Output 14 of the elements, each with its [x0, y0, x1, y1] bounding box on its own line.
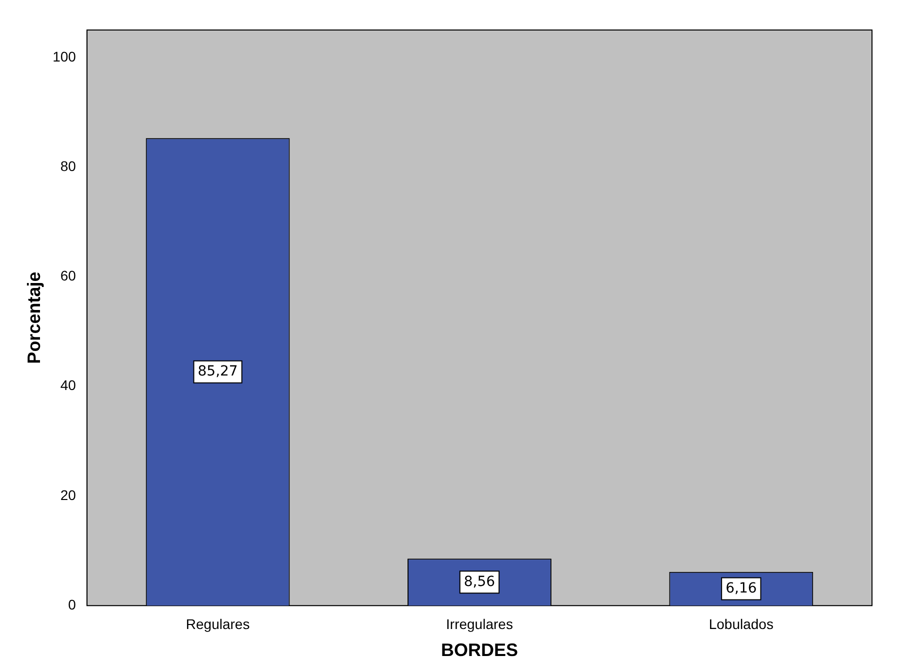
- y-tick-label: 100: [52, 48, 76, 64]
- x-axis-title: BORDES: [440, 640, 518, 660]
- y-tick-label: 0: [68, 596, 76, 612]
- data-label: 85,27: [198, 364, 238, 380]
- y-tick-label: 40: [60, 377, 76, 394]
- x-tick-label: Regulares: [186, 616, 250, 632]
- x-tick-label: Lobulados: [708, 616, 774, 632]
- y-tick-label: 20: [60, 486, 76, 503]
- y-tick-label: 80: [60, 158, 76, 174]
- data-label: 6,16: [726, 580, 757, 596]
- y-tick-label: 60: [60, 268, 76, 284]
- x-tick-label: Irregulares: [446, 616, 513, 632]
- data-label: 8,56: [464, 574, 496, 590]
- y-axis-title: Porcentaje: [24, 272, 44, 364]
